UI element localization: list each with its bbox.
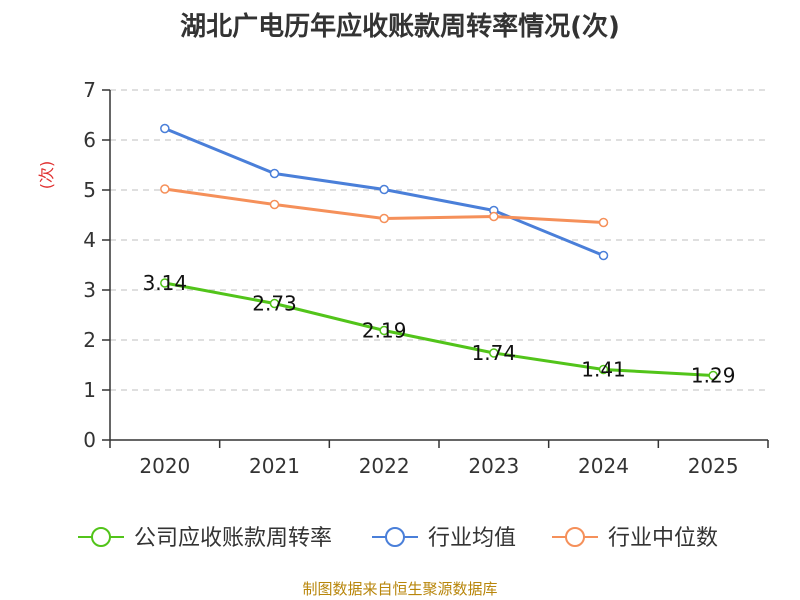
data-point[interactable] (598, 250, 609, 261)
legend-label: 公司应收账款周转率 (134, 526, 332, 551)
data-labels: 3.14 2.73 2.19 1.74 1.41 1.29 (143, 271, 736, 388)
series-line-0 (164, 281, 714, 377)
y-tick-label: 5 (83, 178, 96, 202)
y-tick-label: 6 (83, 128, 96, 152)
data-point[interactable] (379, 325, 389, 336)
grid-lines (110, 89, 768, 391)
y-tick-label: 0 (83, 428, 96, 452)
legend-marker-icon (565, 527, 585, 547)
data-label: 1.29 (691, 364, 736, 388)
data-label: 1.74 (472, 341, 517, 365)
data-point[interactable] (160, 184, 170, 194)
x-tick-label: 2023 (468, 454, 519, 478)
y-axis-label: (次) (37, 161, 56, 190)
legend-marker-icon (91, 527, 111, 547)
axes: 0 1 2 3 4 5 6 7 2020 2021 2022 2023 2024 2025 (次) (37, 78, 769, 478)
x-tick-label: 2021 (249, 454, 300, 478)
y-tick-label: 7 (83, 78, 96, 102)
x-tick-label: 2022 (359, 454, 410, 478)
legend-item-1[interactable]: 行业均值 (372, 526, 516, 551)
data-label: 1.41 (581, 358, 626, 382)
legend-marker-icon (385, 527, 405, 547)
x-tick-label: 2025 (688, 454, 739, 478)
data-point[interactable] (598, 364, 609, 375)
data-point[interactable] (160, 278, 170, 288)
data-label: 3.14 (143, 271, 188, 295)
legend-item-2[interactable]: 行业中位数 (552, 526, 718, 551)
legend-label: 行业均值 (428, 526, 516, 551)
legend[interactable]: 公司应收账款周转率 行业均值 行业中位数 (78, 526, 718, 551)
y-tick-label: 2 (83, 328, 96, 352)
data-point[interactable] (160, 123, 170, 134)
data-point[interactable] (379, 184, 389, 195)
legend-item-0[interactable]: 公司应收账款周转率 (78, 526, 332, 551)
y-tick-label: 4 (83, 228, 96, 252)
data-point[interactable] (598, 217, 609, 228)
source-note: 制图数据来自恒生聚源数据库 (302, 580, 498, 598)
x-tick-label: 2024 (578, 454, 629, 478)
data-point[interactable] (489, 348, 499, 358)
data-point[interactable] (269, 298, 280, 309)
series-group (160, 123, 718, 381)
data-label: 2.73 (252, 292, 297, 316)
y-tick-label: 3 (83, 278, 96, 302)
legend-label: 行业中位数 (608, 526, 718, 551)
chart-title: 湖北广电历年应收账款周转率情况(次) (180, 12, 620, 42)
data-point[interactable] (708, 370, 718, 381)
data-point[interactable] (269, 199, 280, 210)
data-point[interactable] (489, 211, 499, 222)
x-tick-label: 2020 (139, 454, 190, 478)
data-label: 2.19 (362, 319, 407, 343)
data-point[interactable] (269, 168, 280, 179)
y-tick-label: 1 (83, 378, 96, 402)
data-point[interactable] (379, 213, 389, 224)
